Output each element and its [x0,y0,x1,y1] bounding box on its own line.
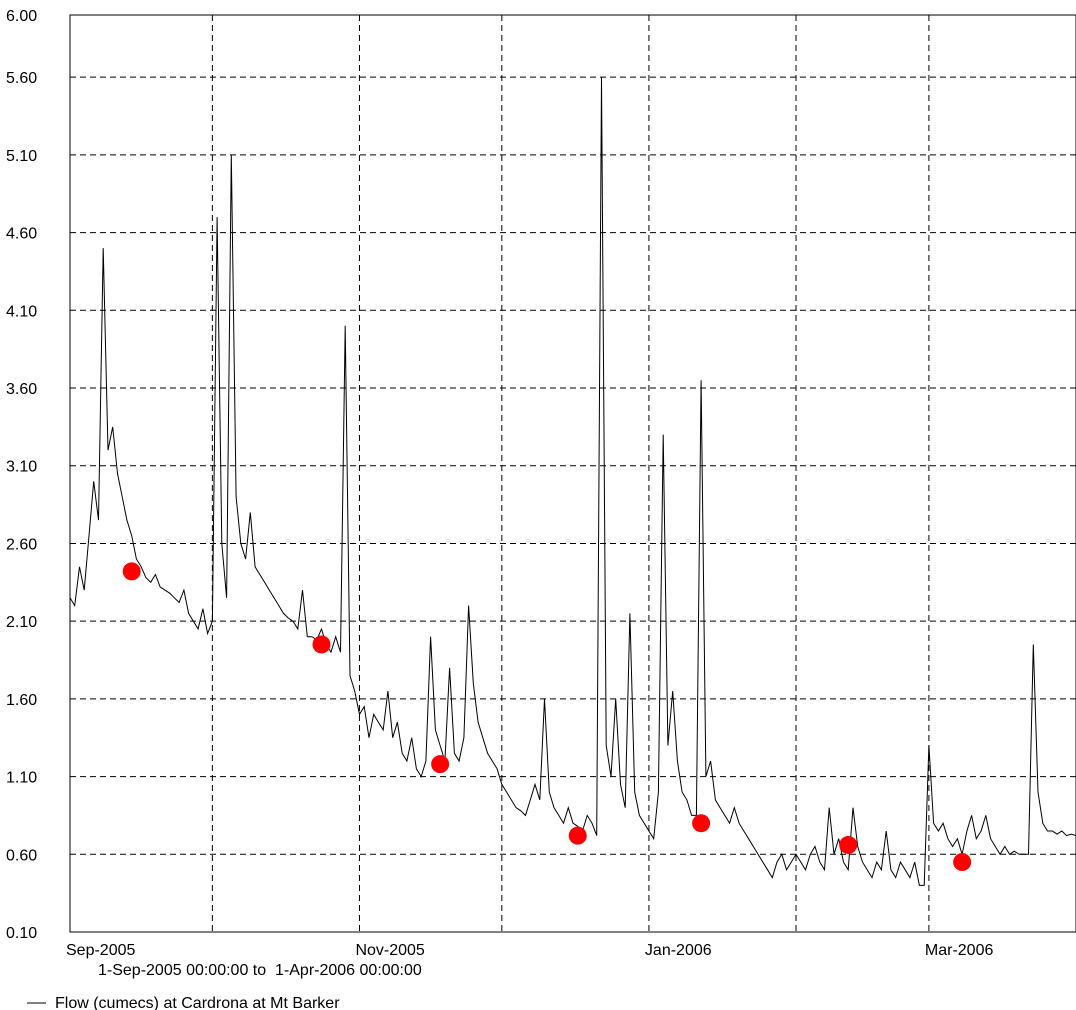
series-line-flow [69,77,1076,886]
date-range-label: 1-Sep-2005 00:00:00 to 1-Apr-2006 00:00:… [98,962,422,979]
measurement-markers [122,562,972,872]
measurement-point [839,835,858,854]
y-tick-label: 1.10 [6,770,37,787]
y-tick-label: 3.60 [6,381,37,398]
y-tick-label: 3.10 [6,459,37,476]
legend-label-flow: Flow (cumecs) at Cardrona at Mt Barker [55,995,340,1010]
y-tick-label: 2.60 [6,536,37,553]
y-tick-label: 0.60 [6,847,37,864]
x-tick-label: Nov-2005 [355,942,424,959]
y-tick-labels: 0.10 0.60 1.10 1.60 2.10 2.60 3.10 3.60 4.10 4.60… [6,8,37,942]
measurement-point [312,635,331,654]
x-tick-label: Sep-2005 [66,942,135,959]
measurement-point [692,814,711,833]
plot-frame [69,14,1076,933]
y-tick-label: 6.00 [6,8,37,25]
y-tick-label: 1.60 [6,692,37,709]
y-tick-label: 5.60 [6,70,37,87]
x-tick-label: Jan-2006 [645,942,712,959]
y-tick-label: 5.10 [6,148,37,165]
x-tick-labels: Sep-2005 Nov-2005 Jan-2006 Mar-2006 [66,942,993,959]
y-tick-label: 4.10 [6,303,37,320]
grid-layer [70,15,1076,932]
y-tick-label: 4.60 [6,226,37,243]
measurement-point [953,853,972,872]
measurement-point [431,755,450,774]
measurement-point [568,826,587,845]
x-tick-label: Mar-2006 [925,942,994,959]
measurement-point [122,562,141,581]
y-tick-label: 0.10 [6,925,37,942]
y-tick-label: 2.10 [6,614,37,631]
